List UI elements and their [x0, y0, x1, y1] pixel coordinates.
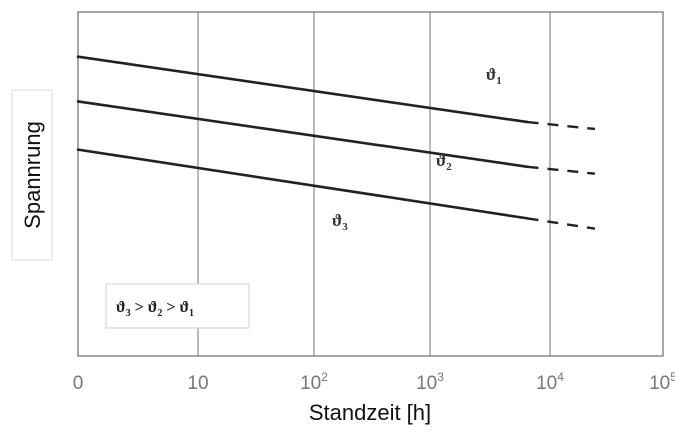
series-extrapolation-theta-1 [527, 120, 596, 131]
y-axis-title: Spannrung [20, 121, 45, 229]
series-layer [76, 55, 596, 230]
curve-label-theta-3: ϑ3 [332, 211, 348, 233]
legend-box: ϑ3 > ϑ2 > ϑ1 [105, 283, 250, 329]
x-tick-label: 102 [300, 370, 328, 394]
x-tick-labels: 0 10 102 103 104 105 [73, 370, 675, 394]
x-tick-label: 10 [187, 373, 208, 394]
y-axis-title-box: Spannrung [11, 89, 53, 261]
x-tick-label: 0 [73, 373, 84, 394]
series-line-theta-2 [76, 100, 529, 169]
x-tick-label: 104 [536, 370, 564, 394]
series-extrapolation-theta-3 [527, 217, 596, 230]
plot-frame [77, 11, 664, 357]
x-tick-label: 105 [649, 370, 675, 394]
grid-layer [197, 12, 551, 356]
series-extrapolation-theta-2 [527, 165, 596, 175]
series-line-theta-3 [76, 148, 529, 220]
legend-text: ϑ3 > ϑ2 > ϑ1 [116, 299, 194, 319]
x-axis-title: Standzeit [h] [309, 400, 431, 425]
x-tick-label: 103 [416, 370, 444, 394]
curve-label-theta-1: ϑ1 [486, 65, 502, 87]
series-line-theta-1 [76, 55, 529, 124]
